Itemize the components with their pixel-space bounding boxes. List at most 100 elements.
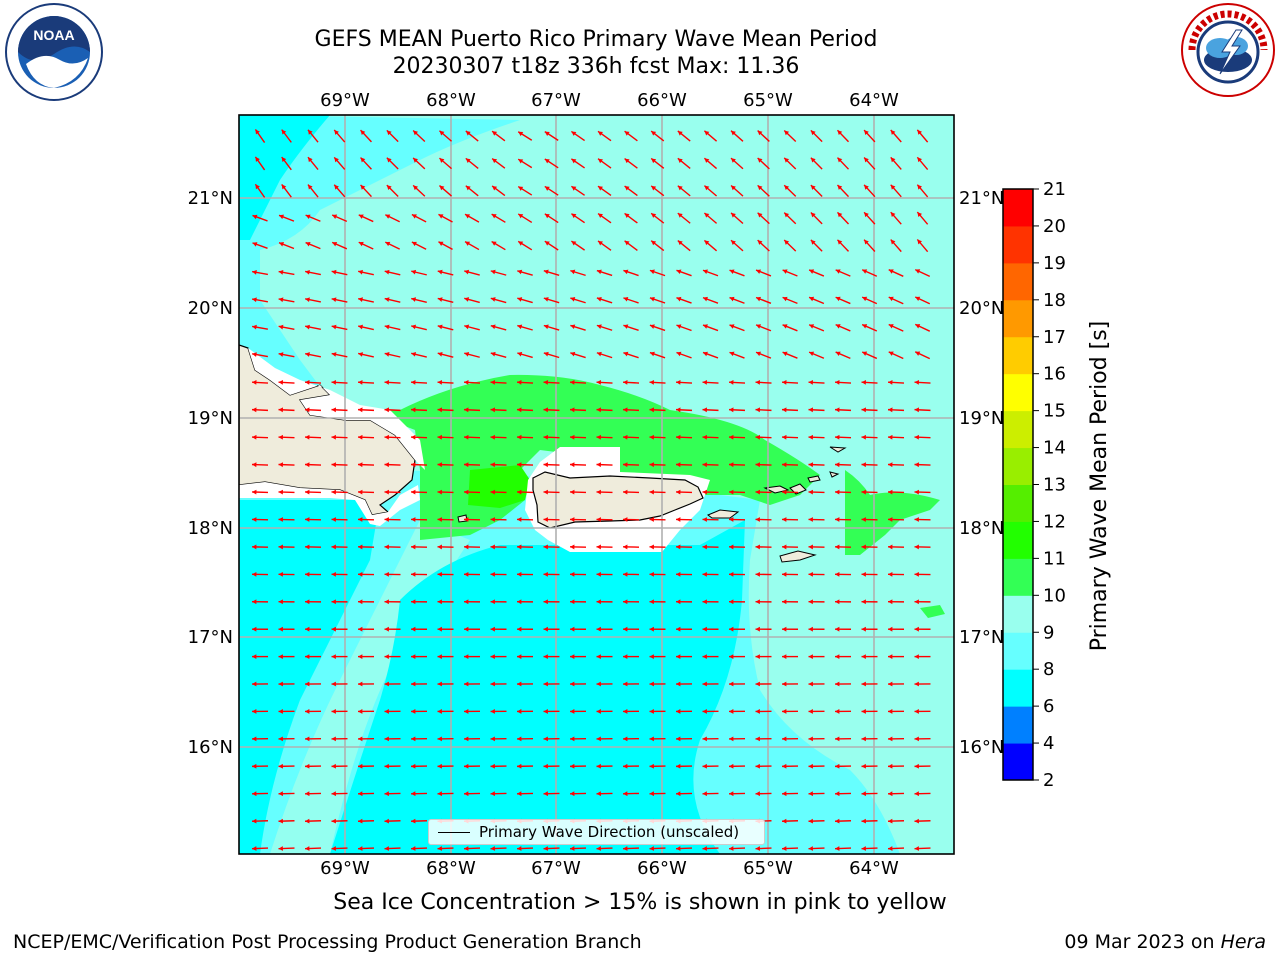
colorbar-segment (1003, 484, 1033, 522)
wave-arrow-head (917, 129, 923, 135)
wave-arrow-head (252, 242, 258, 247)
wave-arrow-head (861, 380, 867, 385)
wave-arrow-head (676, 407, 681, 413)
wave-arrow-head (649, 517, 654, 522)
wave-arrow-head (543, 763, 548, 769)
wave-arrow-head (490, 736, 495, 742)
wave-arrow-head (596, 297, 602, 302)
wave-arrow-head (888, 571, 893, 577)
wave-arrow-head (861, 626, 866, 632)
wave-arrow-head (252, 434, 257, 440)
wave-arrow-head (490, 599, 495, 605)
wave-arrow-head (544, 241, 550, 246)
wave-arrow-head (358, 544, 363, 550)
wave-arrow-head (808, 571, 813, 577)
wave-arrow-head (702, 709, 707, 714)
wave-arrow-head (437, 297, 443, 302)
wave-arrow-head (570, 351, 576, 357)
wave-arrow-head (384, 324, 390, 330)
colorbar-segment (1003, 299, 1033, 338)
wave-arrow-head (437, 654, 442, 659)
wave-arrow-head (808, 462, 813, 468)
wave-arrow-head (835, 571, 840, 577)
wave-arrow-head (731, 185, 736, 191)
wave-arrow-head (437, 681, 442, 687)
wave-arrow-head (358, 736, 363, 742)
wave-arrow-head (861, 654, 866, 659)
wave-arrow-head (331, 791, 336, 797)
wave-arrow-head (755, 544, 760, 550)
wave-arrow-head (331, 818, 336, 824)
wave-arrow-head (623, 681, 628, 687)
chart-title: GEFS MEAN Puerto Rico Primary Wave Mean … (314, 27, 878, 52)
wave-arrow-head (252, 297, 257, 303)
wave-arrow-head (729, 791, 734, 797)
wave-arrow-head (492, 185, 498, 191)
wave-arrow-head (490, 709, 495, 714)
wave-arrow-head (649, 296, 655, 302)
wave-arrow-head (702, 791, 707, 797)
wave-arrow-head (358, 681, 363, 687)
wave-arrow-head (358, 297, 363, 302)
wave-arrow-head (305, 517, 310, 522)
wave-arrow-head (782, 599, 787, 605)
period-field-10-11-east (845, 470, 940, 555)
wave-arrow-head (704, 240, 710, 246)
wave-arrow-head (252, 736, 257, 742)
wave-arrow-head (835, 351, 841, 356)
wave-arrow-head (861, 599, 866, 605)
wave-arrow-head (305, 709, 310, 714)
colorbar-tick-label: 15 (1043, 401, 1066, 422)
colorbar-tick-label: 9 (1043, 622, 1054, 643)
wave-arrow-head (755, 489, 760, 495)
wave-arrow-head (518, 159, 524, 164)
wave-arrow-head (914, 571, 919, 577)
wave-arrow-head (411, 709, 416, 714)
wave-arrow-head (810, 157, 816, 163)
wave-arrow-head (411, 324, 417, 330)
wave-arrow-head (278, 599, 283, 605)
wave-arrow-head (464, 544, 469, 550)
wave-arrow-head (808, 736, 813, 742)
wave-arrow-head (649, 407, 655, 413)
wave-arrow-head (544, 213, 550, 219)
wave-arrow-head (729, 709, 734, 714)
wave-arrow-head (702, 654, 707, 659)
lon-top-label: 69°W (320, 90, 370, 111)
wave-arrow-head (570, 654, 575, 659)
wave-arrow-head (358, 241, 364, 247)
lat-left-label: 21°N (188, 188, 233, 209)
wave-arrow-head (702, 763, 707, 769)
wave-arrow-head (623, 434, 628, 440)
wave-arrow-head (278, 818, 283, 824)
wave-arrow-head (384, 654, 389, 659)
wave-arrow-head (729, 296, 735, 302)
wave-arrow-head (334, 157, 339, 163)
wave-arrow-head (649, 599, 654, 605)
wave-arrow-head (490, 462, 495, 468)
colorbar-tick-label: 18 (1043, 290, 1066, 311)
wave-arrow-head (305, 681, 310, 687)
wave-arrow-head (464, 709, 469, 714)
wave-arrow-head (305, 214, 311, 220)
wave-arrow-head (755, 791, 760, 797)
wave-arrow-head (517, 269, 523, 275)
wave-arrow-head (305, 434, 310, 440)
wave-arrow-head (331, 297, 337, 303)
wave-arrow-head (757, 130, 763, 136)
wave-arrow-head (808, 654, 813, 659)
wave-arrow-head (438, 214, 444, 219)
wave-arrow-head (331, 407, 337, 413)
wave-arrow-head (729, 681, 734, 687)
wave-arrow-head (914, 407, 920, 413)
wave-arrow-head (465, 158, 471, 163)
wave-arrow-head (464, 380, 469, 385)
wave-arrow-head (861, 846, 866, 851)
colorbar-segment (1003, 632, 1033, 670)
wave-arrow-head (331, 517, 336, 522)
wave-arrow-head (917, 212, 923, 217)
wave-arrow-head (437, 791, 442, 797)
wave-arrow-head (543, 791, 548, 797)
wave-arrow-head (384, 489, 389, 495)
wave-arrow-head (782, 434, 787, 440)
